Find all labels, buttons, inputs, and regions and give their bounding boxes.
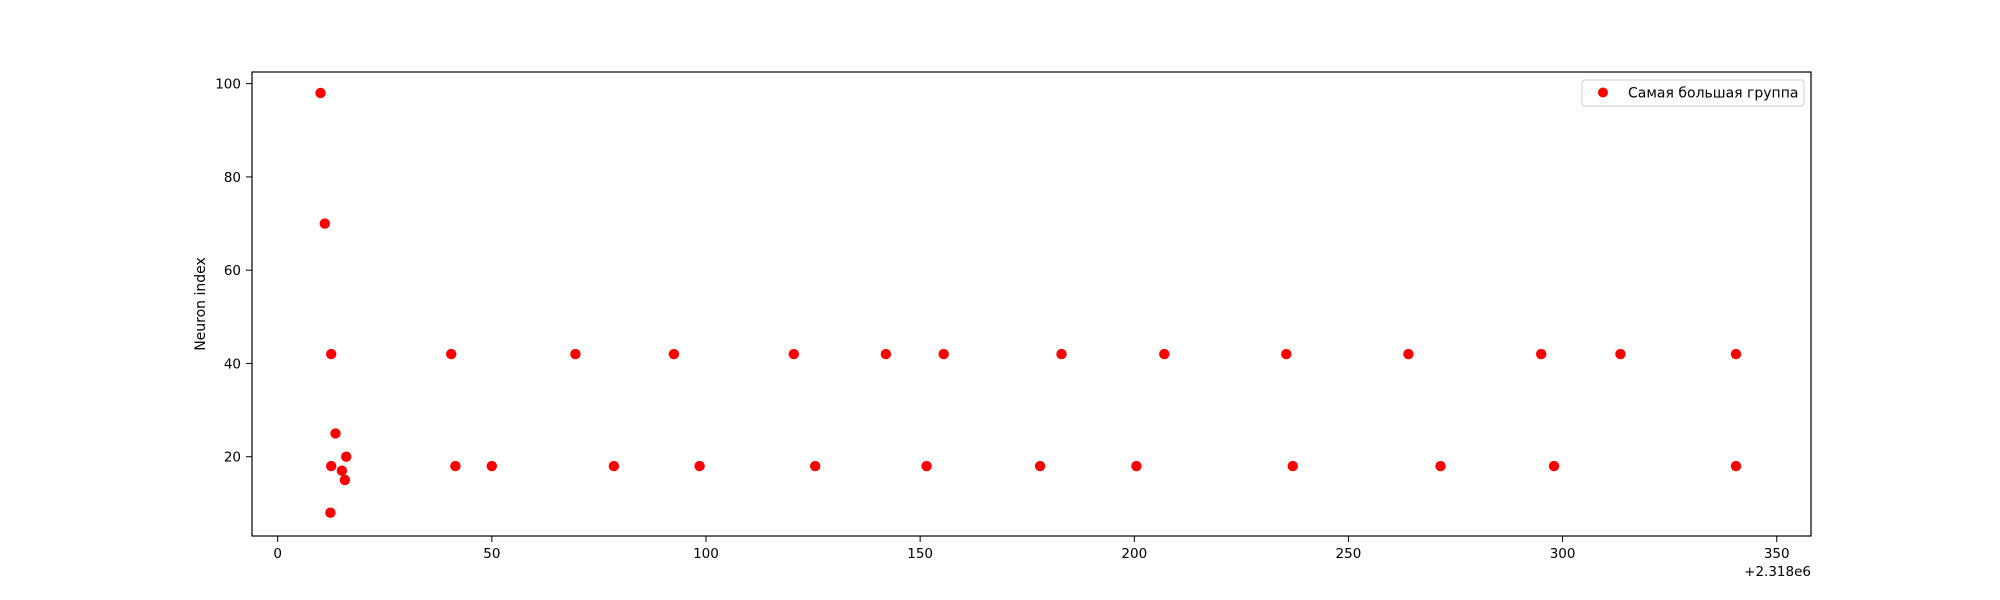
y-tick-label: 40 (224, 356, 241, 372)
data-point (1536, 348, 1547, 360)
y-tick-label: 60 (224, 263, 241, 279)
x-axis-offset-label: +2.318e6 (1744, 564, 1811, 580)
data-point (446, 348, 457, 360)
y-tick-label: 100 (215, 77, 241, 93)
y-axis: 20 40 60 80 100 (215, 77, 252, 466)
x-tick-label: 50 (483, 546, 500, 562)
data-point (1131, 460, 1142, 472)
data-point (668, 348, 680, 360)
data-point (1730, 348, 1742, 360)
legend-marker (1598, 87, 1608, 98)
x-tick-label: 300 (1550, 546, 1576, 562)
data-point (810, 460, 821, 472)
data-point (608, 460, 620, 472)
data-point (570, 348, 581, 360)
data-point (788, 348, 799, 360)
data-point (1056, 348, 1067, 360)
data-point (1615, 348, 1626, 360)
y-axis-label: Neuron index (193, 257, 209, 351)
data-point (315, 87, 326, 99)
data-point (1281, 348, 1292, 360)
x-tick-label: 150 (907, 546, 933, 562)
data-point (1403, 348, 1414, 360)
data-point (1287, 460, 1299, 472)
data-point (486, 460, 497, 472)
x-tick-label: 0 (273, 546, 282, 562)
legend-label: Самая большая группа (1628, 86, 1798, 102)
data-point (336, 465, 348, 476)
y-tick-label: 20 (224, 450, 241, 466)
data-point (1548, 460, 1560, 472)
data-point (326, 460, 337, 472)
y-tick-label: 80 (224, 170, 241, 186)
data-point (326, 348, 337, 360)
data-point (450, 460, 461, 472)
data-point (921, 460, 932, 472)
data-point (339, 474, 351, 486)
x-tick-label: 100 (693, 546, 719, 562)
legend-box (1581, 79, 1805, 107)
data-point (1435, 460, 1446, 472)
data-points (315, 87, 1742, 518)
data-point (319, 218, 330, 229)
x-axis: 0 50 100 150 200 250 300 350 (273, 536, 1790, 562)
data-point (325, 507, 336, 518)
data-point (1159, 348, 1170, 360)
plot-area-frame (251, 71, 1812, 537)
legend: Самая большая группа (1581, 79, 1805, 107)
x-tick-label: 200 (1121, 546, 1147, 562)
data-point (330, 428, 341, 439)
data-point (880, 348, 892, 360)
data-point (341, 451, 352, 462)
data-point (694, 460, 705, 472)
data-point (938, 348, 949, 360)
data-point (1034, 460, 1046, 472)
x-tick-label: 350 (1764, 546, 1790, 562)
data-point (1730, 460, 1742, 472)
x-tick-label: 250 (1336, 546, 1362, 562)
